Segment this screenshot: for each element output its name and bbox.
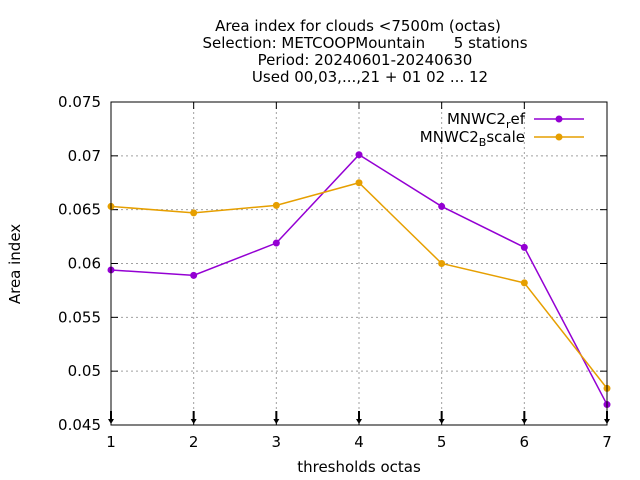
x-tick-label: 3: [272, 433, 282, 451]
x-tick-label: 6: [520, 433, 530, 451]
series-1: [107, 151, 611, 409]
data-point: [520, 279, 528, 287]
legend-swatch-point: [555, 115, 563, 123]
data-point: [355, 179, 363, 187]
y-axis-ticks: 0.045 0.05 0.055 0.06 0.065 0.07 0.075: [58, 93, 607, 434]
title-line-1: Area index for clouds <7500m (octas): [215, 17, 501, 35]
title-line-3: Period: 20240601-20240630: [258, 51, 473, 69]
data-point: [190, 209, 198, 217]
x-baseline-marker-head: [438, 419, 445, 424]
x-tick-label: 5: [437, 433, 447, 451]
x-tick-label: 2: [189, 433, 199, 451]
data-point: [438, 260, 446, 267]
data-series: [107, 151, 611, 409]
y-tick-label: 0.065: [58, 201, 101, 219]
data-point: [272, 201, 280, 209]
legend-swatch-point: [555, 133, 563, 141]
x-baseline-marker-head: [521, 419, 528, 424]
data-point: [272, 239, 280, 247]
x-tick-label: 4: [354, 433, 364, 451]
y-axis-label: Area index: [6, 224, 24, 304]
x-tick-label: 7: [602, 433, 612, 451]
x-axis-ticks: 1 2 3 4 5 6 7: [106, 102, 612, 451]
title-line-4: Used 00,03,...,21 + 01 02 ... 12: [252, 68, 488, 86]
y-tick-label: 0.05: [68, 362, 101, 380]
chart-title: Area index for clouds <7500m (octas) Sel…: [202, 17, 527, 86]
legend-item-2: MNWC2Bscale: [420, 128, 584, 149]
y-tick-label: 0.06: [68, 255, 101, 273]
legend-label: MNWC2Bscale: [420, 128, 525, 149]
y-tick-label: 0.075: [58, 93, 101, 111]
y-tick-label: 0.07: [68, 147, 101, 165]
x-axis-label: thresholds octas: [297, 458, 421, 476]
x-baseline-marker-head: [273, 419, 280, 424]
data-point: [190, 271, 198, 279]
title-line-2: Selection: METCOOPMountain 5 stations: [202, 34, 527, 52]
y-tick-label: 0.045: [58, 416, 101, 434]
x-tick-label: 1: [106, 433, 116, 451]
x-baseline-marker-head: [356, 419, 362, 424]
data-point: [520, 243, 528, 251]
legend-label: MNWC2ref: [447, 110, 526, 131]
data-point: [438, 202, 446, 210]
y-tick-label: 0.055: [58, 308, 101, 326]
legend-item-1: MNWC2ref: [447, 110, 584, 131]
series-2: [107, 179, 611, 392]
plot-frame: [110, 101, 608, 426]
x-baseline-marker-head: [190, 419, 197, 424]
data-point: [355, 151, 363, 159]
